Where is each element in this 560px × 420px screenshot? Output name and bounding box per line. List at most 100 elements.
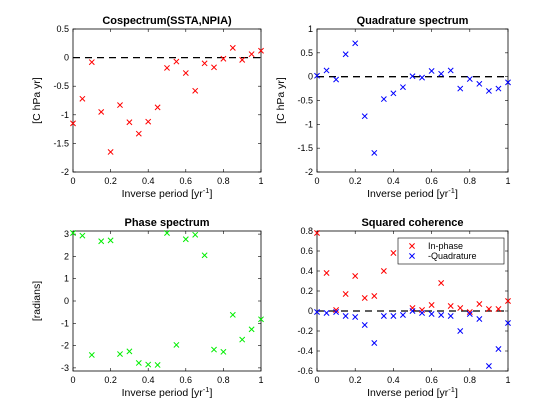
data-point [352, 40, 359, 47]
x-axis-label-end: ] [209, 188, 212, 200]
x-tick-label: 0.2 [104, 375, 117, 385]
data-point [438, 70, 445, 77]
x-tick-label: 0.6 [180, 375, 193, 385]
legend-box [397, 237, 505, 265]
y-tick-label: -1.5 [53, 138, 69, 148]
y-tick-label: -0.2 [297, 326, 313, 336]
y-tick-label: 3 [64, 229, 69, 239]
data-point [428, 311, 435, 317]
y-tick-label: -2 [61, 167, 69, 177]
y-tick-label: 0.2 [300, 286, 313, 296]
data-point [333, 309, 340, 315]
x-tick-label: 0.6 [425, 176, 438, 186]
data-point [154, 362, 161, 368]
data-point [352, 314, 359, 320]
x-axis-label-end: ] [455, 188, 458, 200]
data-point [409, 73, 416, 80]
data-point [314, 309, 320, 315]
data-point [390, 313, 397, 319]
data-point [229, 311, 236, 318]
series-2 [314, 308, 511, 369]
data-point [447, 67, 454, 74]
data-point [173, 341, 180, 348]
data-point [485, 88, 492, 94]
data-point [107, 237, 114, 244]
x-tick-label: 0.2 [104, 176, 117, 186]
panel-4: Squared coherence 0 0.2 0.4 0.6 0.8 1 -0.6 -0.4 -… [297, 217, 511, 399]
data-point [192, 87, 199, 94]
legend-marker [409, 243, 415, 249]
data-point [505, 298, 511, 304]
data-point [182, 236, 189, 243]
data-point [126, 348, 133, 355]
y-tick-label: 0.5 [300, 48, 313, 58]
x-tick-label: 0.4 [142, 375, 155, 385]
x-tick-label: 0.8 [464, 375, 477, 385]
data-point [371, 149, 378, 156]
data-point [380, 313, 387, 319]
x-tick-label: 0.8 [217, 375, 230, 385]
data-point [333, 307, 340, 313]
x-axis-label: Inverse period [yr-1] [367, 186, 458, 200]
panel-1: Cospectrum(SSTA,NPIA) 0 0.2 0.4 0.6 0.8 1 -2 -1.… [31, 15, 264, 200]
data-point [323, 67, 330, 74]
x-axis-label: Inverse period [yr-1] [367, 385, 458, 399]
data-point [466, 76, 473, 83]
x-axis-label-main: Inverse period [yr [367, 188, 449, 200]
x-axis-label-sup: -1 [203, 385, 210, 394]
panel-title: Squared coherence [361, 217, 463, 229]
y-tick-label: 0.8 [300, 226, 313, 236]
data-point [371, 293, 378, 299]
data-point [98, 108, 105, 115]
x-tick-label: 0.4 [387, 176, 400, 186]
x-axis-label: Inverse period [yr-1] [122, 186, 213, 200]
data-point [476, 80, 483, 87]
data-point [485, 363, 492, 369]
data-point [428, 302, 435, 308]
axes-box [72, 230, 262, 372]
x-tick-label: 0.8 [217, 176, 230, 186]
axes-box [72, 28, 262, 173]
data-point [380, 96, 387, 103]
y-tick-label: -1 [61, 110, 69, 120]
data-point [192, 231, 199, 238]
data-point [79, 232, 86, 239]
data-point [438, 280, 445, 286]
data-point [333, 76, 340, 83]
x-tick-label: 0 [70, 176, 75, 186]
data-point [211, 346, 217, 353]
y-tick-label: 0.5 [56, 24, 69, 34]
y-tick-label: -0.5 [297, 96, 313, 106]
data-point [342, 291, 349, 297]
data-point [495, 306, 502, 312]
data-point [495, 346, 502, 352]
data-point [201, 252, 208, 259]
data-point [380, 268, 387, 274]
x-axis-label-end: ] [209, 387, 212, 399]
axes-box [316, 28, 509, 173]
y-tick-label: -0.5 [53, 81, 69, 91]
x-axis-label: Inverse period [yr-1] [122, 385, 213, 399]
x-tick-label: 0.8 [464, 176, 477, 186]
data-point [135, 360, 142, 366]
x-tick-label: 0.6 [180, 176, 193, 186]
x-tick-label: 0.4 [142, 176, 155, 186]
panel-title: Quadrature spectrum [357, 15, 469, 27]
data-point [173, 58, 180, 65]
y-tick-label: -1 [305, 119, 313, 129]
x-tick-label: 0 [314, 375, 319, 385]
data-point [248, 326, 255, 333]
data-point [505, 79, 511, 86]
series-1 [70, 230, 264, 368]
data-point [201, 60, 208, 67]
y-tick-label: 1 [308, 24, 313, 34]
data-point [220, 55, 227, 62]
x-tick-label: 1 [505, 176, 510, 186]
data-point [466, 311, 473, 317]
data-point [79, 95, 86, 102]
x-tick-label: 1 [258, 375, 263, 385]
data-point [476, 301, 483, 307]
y-tick-label: 0.6 [300, 246, 313, 256]
data-point [135, 130, 142, 137]
